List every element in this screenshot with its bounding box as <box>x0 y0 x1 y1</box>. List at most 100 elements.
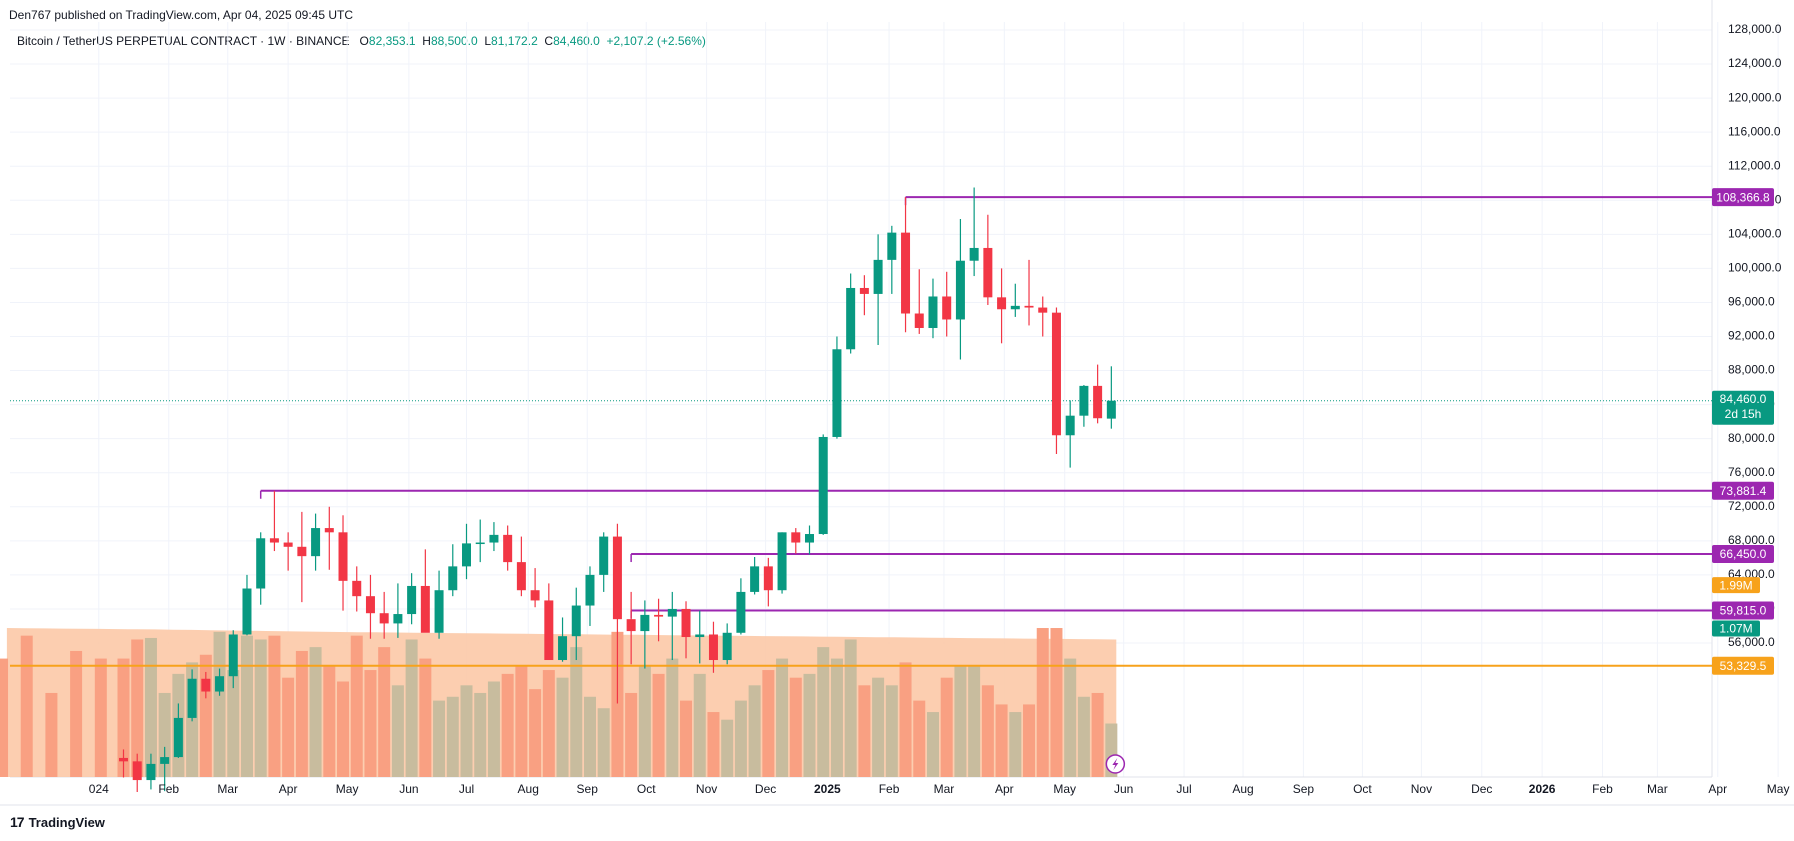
candle[interactable] <box>516 562 526 591</box>
candle[interactable] <box>750 566 760 592</box>
candle[interactable] <box>928 296 938 328</box>
candle[interactable] <box>365 596 375 614</box>
candle[interactable] <box>338 532 348 581</box>
y-tick-label: 104,000.0 <box>1728 227 1782 241</box>
candle[interactable] <box>146 763 156 781</box>
candle[interactable] <box>393 614 403 624</box>
volume-bar <box>1023 704 1036 777</box>
candle[interactable] <box>1051 312 1061 436</box>
candle[interactable] <box>269 538 279 543</box>
candle[interactable] <box>489 534 499 543</box>
candle[interactable] <box>379 613 389 624</box>
candle[interactable] <box>434 590 444 633</box>
candle[interactable] <box>448 566 458 591</box>
candle[interactable] <box>763 566 773 591</box>
candle[interactable] <box>462 543 471 567</box>
candle[interactable] <box>215 676 225 692</box>
candle[interactable] <box>558 636 568 661</box>
y-tick-label: 72,000.0 <box>1728 499 1775 513</box>
y-tick-label: 88,000.0 <box>1728 363 1775 377</box>
candle[interactable] <box>571 605 581 637</box>
open-label: O <box>359 34 369 48</box>
candle[interactable] <box>475 542 485 545</box>
volume-bar <box>872 677 885 777</box>
volume-bar <box>515 666 528 777</box>
candle[interactable] <box>942 296 952 320</box>
volume-bar <box>652 673 665 777</box>
candle[interactable] <box>228 634 238 677</box>
candle[interactable] <box>997 297 1007 310</box>
candle[interactable] <box>791 532 801 543</box>
candle[interactable] <box>667 608 677 617</box>
candle[interactable] <box>777 532 787 591</box>
tradingview-logo[interactable]: 17 TradingView <box>10 814 105 830</box>
candle[interactable] <box>1024 305 1034 308</box>
candle[interactable] <box>695 634 705 638</box>
candle[interactable] <box>736 591 746 633</box>
candle[interactable] <box>242 588 252 635</box>
candle[interactable] <box>969 247 979 261</box>
candle[interactable] <box>503 534 513 563</box>
candle[interactable] <box>873 259 883 294</box>
candle[interactable] <box>612 536 622 620</box>
candle[interactable] <box>818 436 828 535</box>
candle[interactable] <box>654 614 664 617</box>
candle[interactable] <box>132 761 142 781</box>
candle[interactable] <box>983 247 993 298</box>
x-tick-label: 2025 <box>814 782 841 796</box>
candle[interactable] <box>805 534 814 543</box>
candle[interactable] <box>530 590 540 601</box>
volume-bar <box>666 658 679 777</box>
candle[interactable] <box>1038 307 1048 313</box>
candle[interactable] <box>901 232 911 314</box>
x-tick-label: Nov <box>1411 782 1432 796</box>
candle[interactable] <box>407 585 417 615</box>
y-tick-label: 124,000.0 <box>1728 56 1782 70</box>
candle[interactable] <box>1093 385 1103 419</box>
candle[interactable] <box>352 580 362 597</box>
volume-bar <box>350 635 363 777</box>
candle[interactable] <box>1065 415 1075 436</box>
candle[interactable] <box>722 632 732 661</box>
candle[interactable] <box>1079 385 1089 416</box>
candle[interactable] <box>1010 305 1020 310</box>
candle[interactable] <box>859 287 869 294</box>
x-tick-label: May <box>1767 782 1790 796</box>
candle[interactable] <box>544 600 554 661</box>
candle[interactable] <box>297 546 307 557</box>
candle[interactable] <box>160 757 170 764</box>
volume-bar <box>1036 628 1049 777</box>
candle[interactable] <box>173 717 183 758</box>
candle[interactable] <box>708 634 718 661</box>
candle[interactable] <box>201 678 211 692</box>
candle[interactable] <box>887 232 897 260</box>
candle[interactable] <box>187 678 197 718</box>
x-tick-label: Apr <box>279 782 298 796</box>
volume-bar <box>117 658 130 777</box>
candle[interactable] <box>119 757 128 762</box>
candle[interactable] <box>955 260 965 320</box>
candle[interactable] <box>640 614 650 632</box>
candle[interactable] <box>283 542 293 547</box>
candle[interactable] <box>324 528 334 533</box>
x-tick-label: Jul <box>459 782 474 796</box>
symbol-name[interactable]: Bitcoin / TetherUS PERPETUAL CONTRACT · … <box>17 34 350 48</box>
candle[interactable] <box>311 528 321 557</box>
level-tag-label: 73,881.4 <box>1720 484 1767 498</box>
candle[interactable] <box>626 619 636 632</box>
candle[interactable] <box>585 574 595 606</box>
candle[interactable] <box>256 538 266 589</box>
volume-bar <box>899 662 912 777</box>
x-tick-label: Dec <box>1471 782 1492 796</box>
candle[interactable] <box>420 585 430 633</box>
candle[interactable] <box>1106 400 1116 419</box>
candle[interactable] <box>681 608 691 638</box>
candle[interactable] <box>599 536 609 575</box>
lightning-glyph <box>1112 758 1119 770</box>
candle[interactable] <box>914 313 924 328</box>
volume-bar <box>1091 692 1104 777</box>
candle[interactable] <box>846 287 856 350</box>
volume-bar <box>748 685 761 777</box>
candle[interactable] <box>832 349 842 437</box>
